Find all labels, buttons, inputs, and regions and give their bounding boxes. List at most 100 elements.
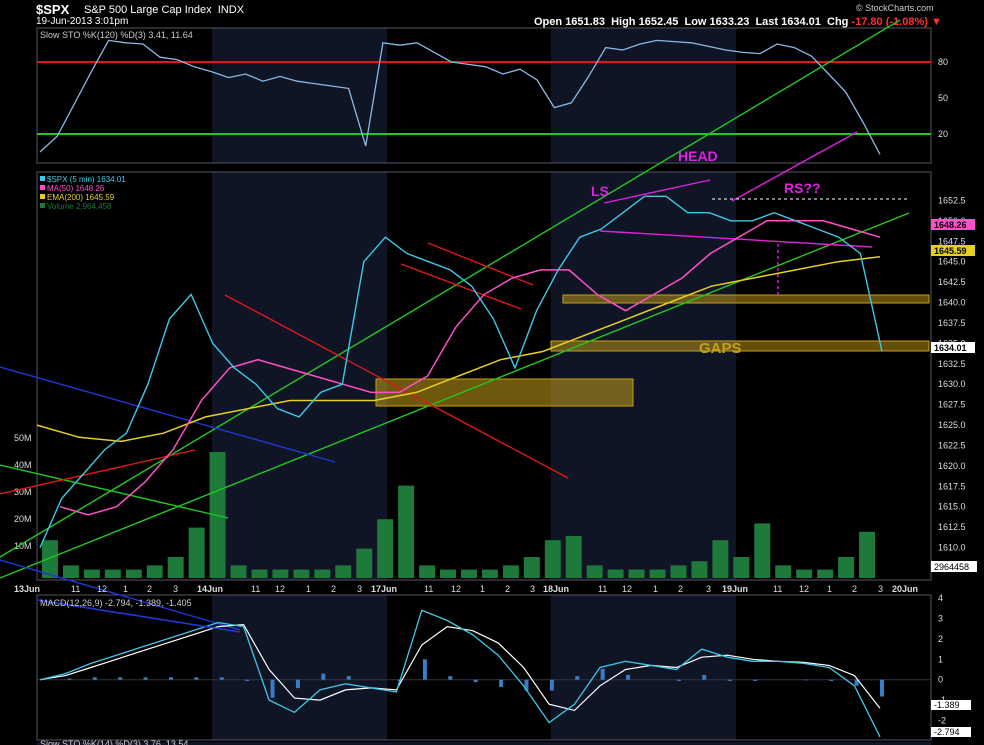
x-axis-label: 2 <box>147 584 152 594</box>
volume-bar <box>377 519 394 578</box>
x-axis-label: 2 <box>678 584 683 594</box>
trend-line <box>0 464 229 519</box>
session-band <box>551 595 736 740</box>
macd-histogram-bar <box>346 676 351 680</box>
price-tag <box>931 219 975 230</box>
legend-swatch <box>40 194 45 199</box>
legend-swatch <box>40 176 45 181</box>
x-axis-label: 2 <box>331 584 336 594</box>
price-tick: 1612.5 <box>938 522 966 532</box>
gap-box <box>550 340 930 352</box>
x-axis-label: 14Jun <box>197 584 223 594</box>
macd-value-tag: -1.389 <box>934 700 960 710</box>
x-axis-label: 13Jun <box>14 584 40 594</box>
volume-tick: 50M <box>14 433 32 443</box>
price-tick: 1640.0 <box>938 298 966 308</box>
price-tick: 1622.5 <box>938 440 966 450</box>
volume-bar <box>481 569 498 578</box>
volume-bar <box>167 557 184 578</box>
trend-line <box>731 131 858 202</box>
sto-legend: Slow STO %K(120) %D(3) 3.41, 11.64 <box>40 30 193 40</box>
price-tag-text: 1645.59 <box>934 246 967 256</box>
brand-watermark: © StockCharts.com <box>856 3 934 13</box>
volume-bar <box>565 536 582 578</box>
price-tick: 1625.0 <box>938 420 966 430</box>
volume-bar <box>230 565 247 578</box>
volume-bar <box>272 569 289 578</box>
volume-bar <box>104 569 121 578</box>
annotation-rs: RS?? <box>784 180 821 196</box>
volume-tag-text: 2964458 <box>934 562 969 572</box>
volume-tick: 20M <box>14 514 32 524</box>
sto-line <box>39 39 881 155</box>
legend-entry: EMA(200) 1645.59 <box>47 193 115 202</box>
price-tick: 1637.5 <box>938 318 966 328</box>
macd-histogram-bar <box>245 679 250 681</box>
trend-line <box>0 449 196 495</box>
macd-value-tag: -2.794 <box>934 727 960 737</box>
x-axis-label: 1 <box>480 584 485 594</box>
trend-line <box>0 366 336 463</box>
x-axis-label: 1 <box>123 584 128 594</box>
macd-histogram-bar <box>118 677 123 680</box>
macd-legend: MACD(12,26,9) -2.794, -1.389, -1.405 <box>40 598 192 608</box>
session-band <box>212 28 387 163</box>
x-axis-label: 2 <box>852 584 857 594</box>
macd-line <box>39 609 881 738</box>
volume-tick: 30M <box>14 487 32 497</box>
volume-bar <box>775 565 792 578</box>
macd-histogram-bar <box>803 679 808 681</box>
volume-bar <box>419 565 436 578</box>
x-axis-label: 12 <box>97 584 107 594</box>
macd-trend-line <box>37 599 241 633</box>
volume-bar <box>502 565 519 578</box>
trend-line <box>0 19 901 558</box>
macd-tick: 1 <box>938 654 943 664</box>
price-tick: 1617.5 <box>938 481 966 491</box>
legend-swatch <box>40 203 45 208</box>
session-band <box>387 595 551 740</box>
volume-bar <box>796 569 813 578</box>
ema200-line <box>36 256 881 443</box>
macd-histogram-bar <box>67 678 72 680</box>
x-axis-label: 12 <box>622 584 632 594</box>
sto-value-tag: 3.41 <box>934 154 952 164</box>
x-axis-label: 3 <box>357 584 362 594</box>
annotation-gaps: GAPS <box>699 340 742 357</box>
macd-histogram-bar <box>727 679 732 681</box>
chart-header: $SPX S&P 500 Large Cap Index INDX 19-Jun… <box>0 0 984 28</box>
macd-histogram-bar <box>219 677 224 680</box>
legend-entry: MA(50) 1648.26 <box>47 184 105 193</box>
volume-tag <box>931 561 977 572</box>
trend-line <box>400 263 522 310</box>
macd-signal-line <box>39 623 881 712</box>
panel-border <box>36 171 932 581</box>
volume-bar <box>251 569 268 578</box>
gap-box <box>562 294 930 304</box>
volume-bar <box>586 565 603 578</box>
x-axis-label: 2 <box>505 584 510 594</box>
trend-line <box>603 179 711 204</box>
macd-tick: -2 <box>938 716 946 726</box>
x-axis-label: 11 <box>773 584 782 594</box>
session-band <box>736 172 909 580</box>
volume-bar <box>733 557 750 578</box>
macd-histogram-bar <box>524 679 529 691</box>
volume-bar <box>607 569 624 578</box>
chart-date: 19-Jun-2013 3:01pm <box>36 16 129 27</box>
x-axis-label: 11 <box>424 584 433 594</box>
price-tick: 1610.0 <box>938 543 966 553</box>
macd-tick: 4 <box>938 593 943 603</box>
macd-histogram-bar <box>499 679 504 687</box>
price-line <box>39 195 883 548</box>
volume-bar <box>293 569 310 578</box>
volume-tick: 10M <box>14 541 32 551</box>
session-band <box>212 172 387 580</box>
price-tick: 1615.0 <box>938 502 966 512</box>
macd-histogram-bar <box>575 676 580 680</box>
volume-bar <box>754 523 771 578</box>
x-axis-label: 11 <box>71 584 80 594</box>
macd-histogram-bar <box>829 679 834 681</box>
volume-bar <box>523 557 540 578</box>
